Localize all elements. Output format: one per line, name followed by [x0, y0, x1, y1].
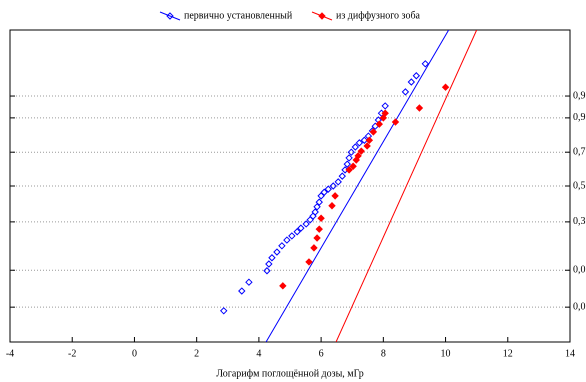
data-point: [315, 225, 323, 233]
data-point: [421, 60, 430, 68]
data-point: [305, 258, 313, 266]
x-tick-label: 2: [194, 348, 199, 359]
data-point: [381, 109, 389, 117]
data-point: [317, 192, 325, 200]
y-tick-label: 0,9: [573, 90, 586, 101]
data-point: [320, 188, 328, 196]
data-point: [297, 224, 305, 232]
data-point: [401, 88, 410, 96]
x-tick-label: 10: [441, 348, 451, 359]
data-point: [391, 118, 400, 126]
data-point: [268, 254, 276, 262]
x-axis-label: Логарифм поглощённой дозы, мГр: [216, 368, 364, 379]
data-point: [345, 166, 353, 174]
plot-area: [220, 30, 478, 342]
y-tick-label: 0,7: [573, 146, 586, 157]
data-point: [345, 154, 353, 162]
data-point: [313, 203, 321, 211]
y-tick-label: 0,0: [573, 301, 586, 312]
data-point: [381, 102, 389, 110]
legend-marker: [318, 12, 326, 20]
x-tick-label: 4: [256, 348, 261, 359]
data-point: [343, 160, 351, 168]
data-point: [265, 260, 273, 268]
legend-label: первично установленный: [184, 10, 293, 21]
data-point: [302, 220, 310, 228]
data-point: [278, 242, 286, 250]
data-point: [245, 278, 253, 286]
data-point: [317, 214, 325, 222]
fit-line: [265, 30, 450, 342]
x-tick-label: -4: [6, 348, 14, 359]
x-tick-label: -2: [68, 348, 76, 359]
data-point: [407, 78, 416, 86]
legend-label: из диффузного зоба: [336, 10, 421, 21]
data-point: [355, 139, 364, 147]
data-point: [363, 142, 371, 150]
x-tick-label: 14: [565, 348, 575, 359]
data-point: [310, 244, 318, 252]
data-point: [309, 212, 317, 220]
data-point: [369, 128, 378, 136]
data-point: [328, 202, 336, 210]
data-point: [279, 282, 287, 290]
data-point: [360, 136, 369, 144]
data-point: [441, 83, 450, 91]
data-point: [238, 287, 246, 295]
data-point: [415, 104, 424, 112]
data-point: [293, 228, 301, 236]
data-point: [331, 192, 339, 200]
legend-line: [159, 11, 181, 21]
data-point: [311, 208, 319, 216]
data-point: [334, 178, 342, 186]
x-tick-label: 6: [319, 348, 324, 359]
y-tick-label: 0,5: [573, 180, 586, 191]
x-tick-label: 8: [381, 348, 386, 359]
data-point: [288, 232, 296, 240]
x-tick-label: 12: [503, 348, 513, 359]
y-tick-label: 0,9: [573, 112, 586, 123]
data-point: [365, 136, 374, 144]
data-point: [315, 198, 323, 206]
data-point: [347, 148, 355, 156]
data-point: [357, 147, 365, 155]
data-point: [324, 185, 332, 193]
data-point: [375, 120, 383, 128]
data-point: [351, 143, 360, 151]
data-point: [349, 162, 357, 170]
y-tick-label: 0,3: [573, 216, 586, 227]
data-point: [329, 182, 337, 190]
data-point: [273, 248, 281, 256]
y-tick-label: 0,0: [573, 265, 586, 276]
data-point: [220, 307, 228, 315]
data-point: [313, 234, 321, 242]
data-point: [412, 72, 421, 80]
legend-marker: [166, 12, 174, 20]
data-point: [283, 236, 291, 244]
fit-line: [335, 30, 478, 342]
x-tick-label: 0: [132, 348, 137, 359]
data-point: [354, 152, 362, 160]
data-point: [263, 267, 271, 275]
data-point: [338, 172, 346, 180]
